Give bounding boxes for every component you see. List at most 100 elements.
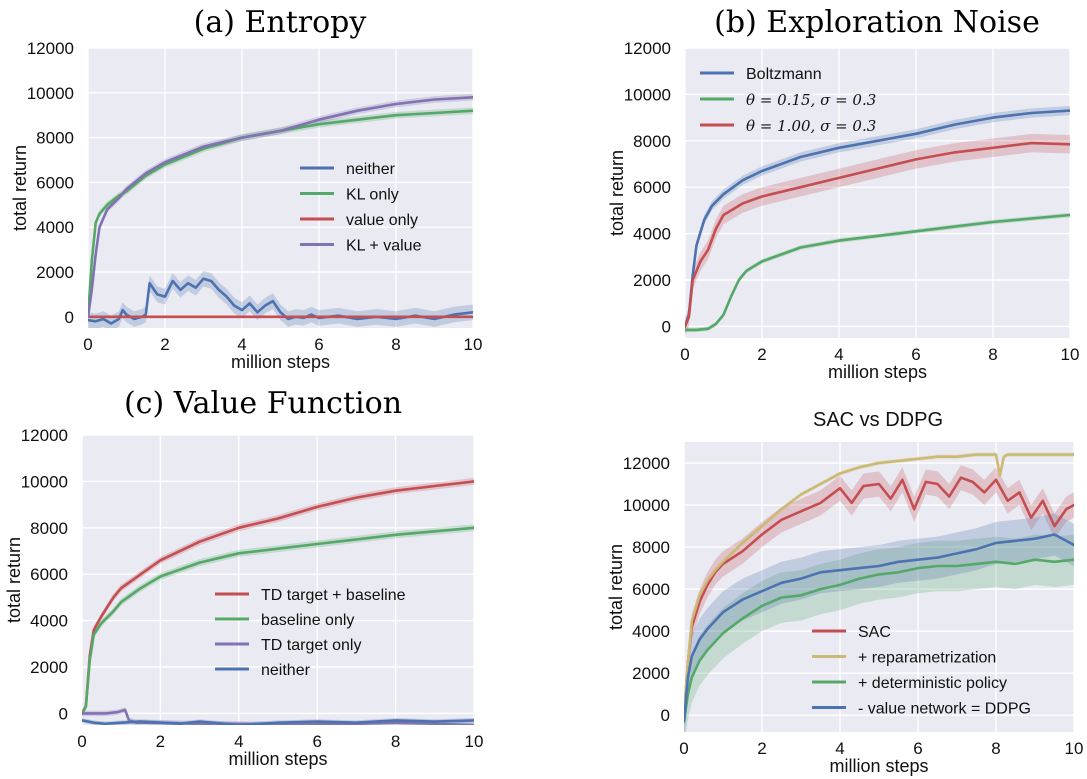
x-tick-label: 0 <box>83 335 92 354</box>
legend-label: θ = 1.00, σ = 0.3 <box>746 117 876 135</box>
y-tick-label: 12000 <box>21 426 68 445</box>
y-tick-label: 6000 <box>633 178 671 197</box>
y-axis-label: total return <box>607 150 627 236</box>
panel-exploration-noise: (b) Exploration Noise 0 2 4 6 8 10 0 2000 4000 60… <box>607 5 1079 382</box>
panel-title: (c) Value Function <box>124 386 402 421</box>
x-tick-label: 2 <box>160 335 169 354</box>
plot-area <box>82 435 474 725</box>
x-axis-label: million steps <box>828 362 927 382</box>
y-tick-label: 6000 <box>632 580 670 599</box>
y-tick-label: 12000 <box>27 39 74 58</box>
panel-title: SAC vs DDPG <box>813 409 943 431</box>
series-band <box>685 106 1070 332</box>
y-tick-label: 10000 <box>623 496 670 515</box>
x-tick-label: 0 <box>680 345 689 364</box>
x-tick-label: 4 <box>234 732 243 751</box>
series-line <box>684 453 1074 717</box>
series-band <box>82 524 474 717</box>
legend-label: + reparametrization <box>858 650 996 667</box>
y-tick-label: 4000 <box>633 225 671 244</box>
y-tick-label: 2000 <box>30 658 68 677</box>
x-tick-label: 10 <box>464 335 483 354</box>
legend-label: KL + value <box>346 238 422 255</box>
legend-label: KL only <box>346 187 399 204</box>
x-tick-label: 2 <box>757 739 766 758</box>
y-tick-label: 2000 <box>36 263 74 282</box>
x-tick-label: 4 <box>834 345 843 364</box>
x-tick-label: 8 <box>991 739 1000 758</box>
panel-title: (a) Entropy <box>194 5 367 40</box>
y-tick-label: 2000 <box>632 664 670 683</box>
y-tick-label: 0 <box>65 308 74 327</box>
series-band <box>684 465 1074 728</box>
x-tick-label: 10 <box>465 732 484 751</box>
y-tick-label: 8000 <box>36 129 74 148</box>
plot-area <box>684 442 1074 732</box>
y-tick-label: 10000 <box>624 85 671 104</box>
y-tick-label: 4000 <box>30 612 68 631</box>
legend-label: TD target only <box>261 637 361 654</box>
y-tick-label: 0 <box>662 317 671 336</box>
panel-value-function: (c) Value Function 0 2 4 6 8 10 0 2000 4000 6000 8… <box>4 386 483 769</box>
x-tick-label: 0 <box>679 739 688 758</box>
series-line <box>685 213 1070 332</box>
y-tick-label: 0 <box>59 704 68 723</box>
y-tick-label: 8000 <box>30 519 68 538</box>
x-axis-label: million steps <box>228 749 327 769</box>
x-tick-label: 4 <box>835 739 844 758</box>
x-tick-label: 4 <box>237 335 246 354</box>
x-tick-label: 6 <box>314 335 323 354</box>
series-line <box>88 109 473 319</box>
y-tick-label: 8000 <box>633 132 671 151</box>
series-line <box>684 558 1074 723</box>
y-axis-label: total return <box>10 145 30 231</box>
legend: SAC + reparametrization + deterministic po… <box>812 624 1031 718</box>
legend-label: θ = 0.15, σ = 0.3 <box>746 91 876 109</box>
y-tick-label: 8000 <box>632 538 670 557</box>
legend: TD target + baseline baseline only TD targ… <box>215 587 406 679</box>
plot-area <box>88 48 473 328</box>
y-tick-label: 10000 <box>27 84 74 103</box>
series-line <box>82 526 474 715</box>
series-line <box>684 533 1074 723</box>
legend-label: neither <box>346 161 396 178</box>
x-tick-label: 10 <box>1065 739 1084 758</box>
legend-label: value only <box>346 212 418 229</box>
series-band <box>684 513 1074 732</box>
y-tick-label: 6000 <box>36 173 74 192</box>
series-line <box>685 109 1070 328</box>
series-line <box>685 141 1070 328</box>
y-tick-label: 4000 <box>632 622 670 641</box>
x-tick-label: 8 <box>988 345 997 364</box>
series-line <box>88 96 473 319</box>
legend: neither KL only value only KL + value <box>300 161 422 255</box>
plot-area <box>685 48 1070 338</box>
y-axis-label: total return <box>606 544 626 630</box>
x-tick-label: 2 <box>757 345 766 364</box>
y-tick-label: 12000 <box>624 39 671 58</box>
legend-label: SAC <box>858 624 891 641</box>
y-tick-label: 4000 <box>36 218 74 237</box>
y-tick-label: 0 <box>661 706 670 725</box>
legend-label: TD target + baseline <box>261 587 406 604</box>
series-line <box>684 476 1074 717</box>
x-axis-label: million steps <box>231 352 330 372</box>
x-tick-label: 8 <box>391 335 400 354</box>
legend-label: baseline only <box>261 612 354 629</box>
y-tick-label: 12000 <box>623 454 670 473</box>
legend-label: Boltzmann <box>746 66 822 83</box>
panel-title: (b) Exploration Noise <box>714 5 1040 40</box>
x-axis-label: million steps <box>829 756 928 776</box>
x-tick-label: 2 <box>156 732 165 751</box>
series-band <box>685 133 1070 336</box>
y-tick-label: 6000 <box>30 565 68 584</box>
panel-sac-vs-ddpg: SAC vs DDPG 0 2 4 6 8 10 0 2000 4000 6000 8000 1000… <box>606 409 1083 776</box>
x-tick-label: 6 <box>312 732 321 751</box>
x-tick-label: 6 <box>913 739 922 758</box>
panel-entropy: (a) Entropy 0 2 4 6 8 10 0 2000 4000 6000 8000 1000… <box>10 5 482 372</box>
x-tick-label: 6 <box>911 345 920 364</box>
x-tick-label: 8 <box>391 732 400 751</box>
legend-label: neither <box>261 662 311 679</box>
x-tick-label: 10 <box>1061 345 1080 364</box>
